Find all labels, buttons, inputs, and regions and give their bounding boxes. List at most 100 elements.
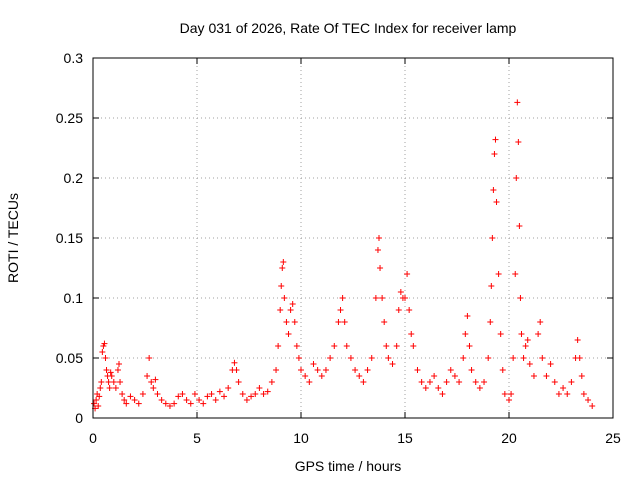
data-point [106, 385, 113, 391]
data-point [114, 367, 121, 373]
data-point [99, 349, 106, 355]
data-point [200, 400, 207, 407]
data-point [331, 343, 338, 349]
data-point [574, 337, 581, 343]
data-point [302, 373, 309, 379]
data-point [235, 379, 242, 385]
y-axis-label: ROTI / TECUs [5, 193, 21, 283]
data-point [426, 379, 433, 385]
data-point [513, 175, 520, 181]
data-point [422, 385, 429, 391]
data-point [275, 343, 282, 349]
data-point [279, 265, 286, 271]
data-point [221, 393, 228, 400]
data-point [516, 223, 523, 229]
data-point [144, 373, 151, 379]
data-point [491, 151, 498, 157]
data-point [526, 361, 533, 367]
data-point [495, 271, 502, 277]
data-point [148, 379, 155, 385]
data-point [166, 403, 173, 409]
data-point [506, 397, 512, 403]
data-point [568, 379, 575, 385]
x-axis-label: GPS time / hours [295, 458, 402, 474]
data-point [196, 397, 203, 403]
y-tick-labels: 0 0.05 0.1 0.15 0.2 0.25 0.3 [56, 50, 83, 426]
data-point [287, 307, 294, 313]
data-point [175, 393, 182, 400]
data-point [431, 373, 438, 379]
x-tick-label: 15 [397, 430, 413, 446]
y-tick-label: 0.1 [64, 290, 84, 306]
data-point [295, 355, 302, 361]
data-point [466, 343, 473, 349]
data-point [360, 379, 367, 385]
data-point [162, 400, 169, 407]
data-point [337, 307, 344, 313]
data-point [377, 265, 384, 271]
data-point [510, 355, 517, 361]
data-point [171, 400, 178, 407]
data-point [285, 331, 292, 337]
data-point [472, 379, 479, 385]
data-point [280, 259, 287, 265]
data-point [146, 355, 153, 361]
data-point [576, 355, 583, 361]
data-point [150, 385, 157, 391]
data-point [435, 385, 442, 391]
data-point [456, 379, 463, 385]
data-point [322, 367, 329, 373]
grid [93, 58, 613, 418]
data-point [179, 391, 186, 397]
data-point [547, 361, 554, 367]
data-point [418, 379, 425, 385]
data-point [183, 397, 190, 403]
data-point [364, 367, 371, 373]
data-point [335, 319, 342, 325]
data-point [268, 379, 275, 385]
data-point [293, 343, 300, 349]
data-point [508, 391, 515, 397]
data-point [512, 271, 519, 277]
data-point [283, 319, 290, 325]
data-point [543, 373, 550, 379]
data-point [381, 319, 388, 325]
data-point [414, 367, 421, 373]
data-point [451, 373, 458, 379]
data-point [291, 319, 298, 325]
data-point [490, 187, 497, 193]
data-point [107, 369, 114, 376]
data-point [447, 367, 454, 373]
data-point [530, 373, 537, 379]
data-point [108, 373, 115, 379]
y-tick-label: 0.05 [56, 350, 83, 366]
data-point [101, 340, 108, 347]
data-point [252, 391, 259, 397]
data-point [376, 235, 382, 241]
data-point [95, 403, 102, 409]
data-point [385, 355, 392, 361]
data-point [564, 391, 571, 397]
data-point [485, 355, 492, 361]
data-point [248, 393, 255, 400]
data-point [119, 391, 126, 397]
data-point [243, 397, 250, 403]
data-point [514, 99, 521, 106]
data-point [402, 295, 408, 301]
data-point [408, 331, 415, 337]
data-point [112, 385, 119, 391]
data-point [260, 391, 267, 397]
data-point [560, 385, 567, 391]
data-point [233, 367, 240, 373]
y-tick-label: 0.2 [64, 170, 84, 186]
data-point [306, 379, 313, 385]
data-point [281, 295, 288, 301]
data-point [493, 199, 500, 205]
data-point [487, 319, 494, 325]
data-point [116, 361, 122, 367]
data-point [123, 400, 130, 407]
data-point [522, 343, 529, 349]
y-tick-label: 0.15 [56, 230, 83, 246]
data-point [121, 397, 128, 403]
